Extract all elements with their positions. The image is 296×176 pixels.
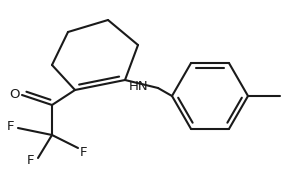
Text: F: F: [26, 153, 34, 166]
Text: F: F: [6, 120, 14, 133]
Text: F: F: [80, 146, 88, 159]
Text: HN: HN: [128, 80, 148, 93]
Text: O: O: [10, 89, 20, 102]
